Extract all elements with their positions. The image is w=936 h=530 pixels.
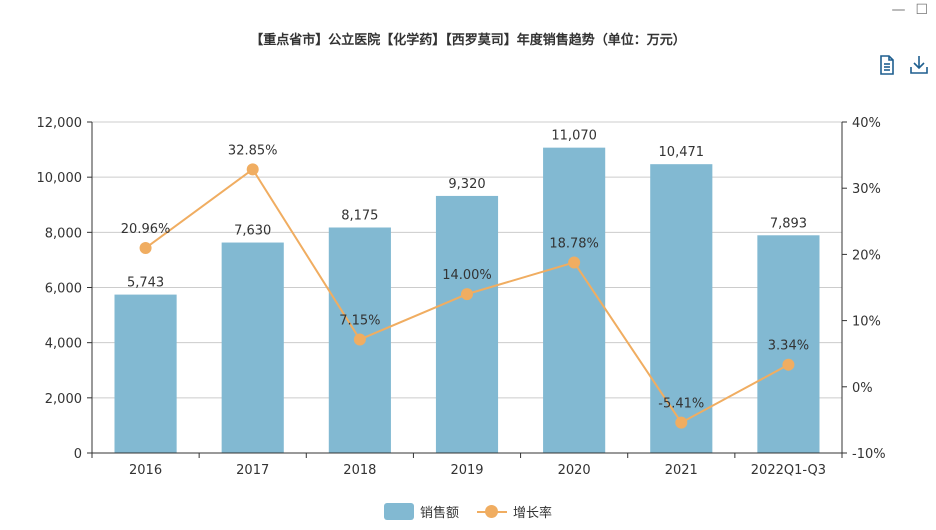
bar-sales — [757, 235, 820, 453]
y-left-tick-label: 0 — [74, 447, 82, 462]
download-icon[interactable] — [908, 54, 930, 76]
legend-label-sales: 销售额 — [419, 506, 459, 521]
bar-label: 10,471 — [659, 145, 705, 160]
x-tick-label: 2019 — [450, 463, 483, 478]
y-right-tick-label: 40% — [852, 116, 881, 131]
point-label: 7.15% — [339, 313, 380, 328]
bar-sales — [221, 242, 284, 453]
x-tick-label: 2021 — [665, 463, 698, 478]
y-right-tick-label: 0% — [852, 381, 873, 396]
x-tick-label: 2020 — [558, 463, 591, 478]
chart-toolbox — [876, 54, 930, 76]
maximize-button[interactable]: ☐ — [915, 2, 928, 18]
x-tick-label: 2018 — [343, 463, 376, 478]
bar-label: 7,630 — [234, 224, 271, 239]
point-growth — [139, 242, 152, 255]
point-growth — [461, 288, 473, 301]
x-tick-label: 2022Q1-Q3 — [751, 463, 826, 478]
legend-item-sales[interactable]: 销售额 — [383, 502, 459, 521]
point-label: 14.00% — [442, 268, 492, 283]
point-growth — [782, 358, 795, 371]
y-right-tick-label: 20% — [852, 248, 881, 263]
point-growth — [568, 256, 581, 269]
point-label: 20.96% — [121, 222, 171, 237]
point-label: 18.78% — [549, 236, 599, 251]
y-right-tick-label: -10% — [852, 447, 886, 462]
bar-sales — [650, 164, 713, 453]
minimize-button[interactable]: — — [891, 2, 906, 18]
y-left-tick-label: 10,000 — [37, 171, 83, 186]
y-right-tick-label: 30% — [852, 182, 881, 197]
bar-label: 9,320 — [448, 177, 485, 192]
chart-title: 【重点省市】公立医院【化学药】【西罗莫司】年度销售趋势（单位：万元） — [250, 33, 686, 48]
y-left-tick-label: 12,000 — [37, 116, 83, 131]
point-growth — [246, 163, 259, 176]
point-label: 32.85% — [228, 143, 278, 158]
x-tick-label: 2016 — [129, 463, 162, 478]
legend-item-growth[interactable]: 增长率 — [477, 502, 552, 521]
legend-swatch-sales — [383, 503, 414, 520]
point-growth — [675, 416, 688, 429]
x-tick-label: 2017 — [236, 463, 269, 478]
y-left-tick-label: 4,000 — [45, 337, 82, 352]
y-right-tick-label: 10% — [852, 315, 881, 330]
bar-label: 7,893 — [770, 216, 807, 231]
legend-swatch-growth — [477, 503, 507, 520]
y-left-tick-label: 2,000 — [45, 392, 82, 407]
point-label: 3.34% — [768, 339, 809, 354]
y-left-tick-label: 8,000 — [45, 226, 82, 241]
y-left-tick-label: 6,000 — [45, 282, 82, 297]
point-label: -5.41% — [658, 397, 704, 412]
bar-label: 8,175 — [341, 209, 378, 224]
legend-label-growth: 增长率 — [513, 506, 553, 521]
chart-legend: 销售额 增长率 — [0, 502, 936, 521]
bar-sales — [114, 294, 177, 453]
document-icon[interactable] — [876, 54, 898, 76]
bar-sales — [543, 147, 606, 453]
bar-sales — [435, 195, 499, 453]
bar-label: 11,070 — [551, 129, 597, 144]
window-controls: — ☐ — [891, 2, 928, 18]
point-growth — [353, 333, 366, 346]
bar-label: 5,743 — [127, 276, 164, 291]
chart-plot: 0 2,000 4,000 6,000 8,000 10,000 12,000 -10% 0% 1… — [37, 116, 886, 478]
